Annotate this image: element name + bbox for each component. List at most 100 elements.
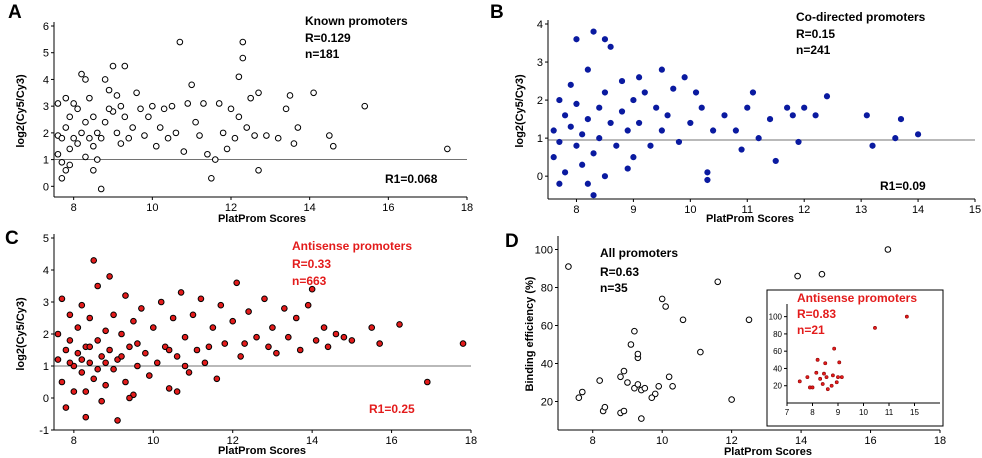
data-point	[200, 100, 207, 107]
y-tick-label: 20	[541, 397, 553, 409]
data-point	[86, 314, 94, 322]
data-point	[285, 333, 292, 341]
y-tick-label: 60	[541, 321, 553, 333]
data-point	[58, 158, 66, 166]
data-point	[235, 73, 243, 81]
data-point	[251, 132, 258, 139]
data-point	[173, 353, 181, 360]
y-tick-label: 0	[43, 393, 49, 405]
x-tick-label: 16	[382, 202, 394, 214]
y-tick-label: 1	[43, 361, 49, 373]
data-point	[704, 169, 711, 176]
data-point	[601, 173, 609, 180]
panel-title: Known promoters	[305, 14, 408, 28]
data-point	[837, 360, 842, 365]
data-point	[58, 174, 66, 182]
data-point	[62, 346, 70, 354]
data-point	[196, 132, 203, 139]
stat-n: n=181	[305, 47, 340, 61]
x-tick-label: 10	[147, 435, 159, 447]
panel-letter: A	[8, 2, 22, 23]
x-tick-label: 16	[864, 435, 876, 447]
r1-label: R1=0.25	[369, 402, 415, 416]
data-point	[675, 138, 683, 146]
x-tick-label: 10	[859, 408, 868, 417]
data-point	[82, 153, 89, 161]
data-point	[698, 104, 705, 111]
data-point	[704, 176, 711, 184]
inset: Antisense promoters R=0.83 n=21 20 40 60 80…	[766, 289, 944, 427]
data-point	[290, 140, 298, 147]
data-point	[624, 379, 631, 386]
data-point	[607, 43, 614, 50]
data-point	[368, 324, 376, 331]
data-point	[670, 85, 677, 92]
data-point	[130, 317, 137, 325]
stat-n: n=35	[600, 281, 628, 295]
data-point	[110, 365, 117, 373]
x-tick-label: 11	[742, 204, 753, 216]
data-point	[744, 104, 751, 111]
data-point	[241, 340, 248, 347]
inset-title: Antisense promoters	[797, 291, 917, 305]
data-point	[596, 377, 603, 384]
data-point	[617, 373, 624, 381]
data-point	[797, 379, 802, 384]
data-point	[86, 343, 94, 351]
data-point	[98, 353, 105, 360]
y-tick-label: 4	[43, 265, 49, 277]
data-point	[197, 295, 205, 303]
data-point	[133, 89, 140, 97]
y-axis-label: log2(Cy5/Cy3)	[15, 74, 27, 148]
data-point	[173, 388, 181, 395]
data-point	[565, 263, 572, 270]
data-point	[596, 104, 603, 111]
data-point	[90, 166, 97, 174]
x-axis-label: PlatProm Scores	[724, 446, 812, 458]
y-axis-label: log2(Cy5/Cy3)	[514, 74, 526, 148]
data-point	[634, 350, 642, 358]
y-axis-label: Binding efficiency (%)	[524, 276, 536, 391]
y-tick-label: 40	[541, 359, 553, 371]
data-point	[82, 388, 90, 395]
data-point	[575, 394, 583, 402]
data-point	[579, 161, 586, 168]
data-point	[86, 359, 94, 367]
data-point	[556, 180, 563, 187]
panel-letter: B	[490, 2, 504, 23]
data-point	[326, 132, 333, 139]
data-point	[567, 123, 574, 130]
data-point	[117, 140, 125, 147]
y-tick-label: -1	[39, 425, 49, 437]
data-point	[70, 388, 78, 395]
data-point	[818, 270, 826, 278]
data-point	[590, 150, 597, 157]
data-point	[635, 119, 643, 127]
data-point	[738, 146, 745, 153]
x-tick-label: 15	[910, 408, 919, 417]
data-point	[110, 311, 117, 319]
data-point	[54, 356, 62, 363]
panel-title: All promoters	[600, 246, 678, 260]
data-point	[624, 127, 631, 134]
data-point	[884, 246, 892, 253]
data-point	[823, 361, 828, 366]
panel-b: B log2(Cy5/Cy3) PlatProm Scores Co-direc…	[490, 2, 981, 225]
data-point	[627, 341, 635, 348]
data-point	[822, 371, 826, 376]
y-tick-label: 40	[773, 364, 782, 373]
data-point	[223, 145, 231, 153]
data-point	[784, 104, 791, 111]
data-point	[193, 346, 201, 354]
y-tick-label: 3	[43, 101, 49, 113]
x-tick-label: 8	[590, 435, 596, 447]
data-point	[823, 93, 831, 100]
x-tick-label: 12	[726, 435, 738, 447]
data-point	[721, 112, 728, 119]
data-point	[125, 134, 133, 142]
data-point	[607, 119, 614, 127]
data-point	[579, 388, 586, 396]
data-point	[146, 372, 153, 379]
data-point	[253, 333, 260, 341]
